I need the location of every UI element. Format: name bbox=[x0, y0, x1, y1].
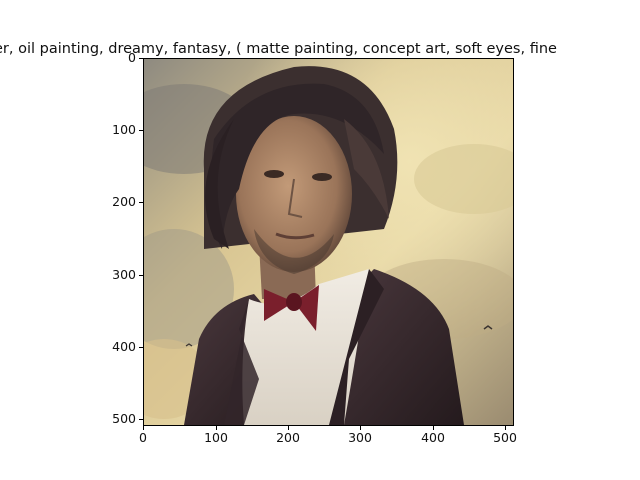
x-tick-100 bbox=[216, 426, 217, 430]
y-tick-label: 500 bbox=[112, 411, 136, 426]
x-tick-500 bbox=[505, 426, 506, 430]
x-tick-200 bbox=[288, 426, 289, 430]
y-tick-label: 100 bbox=[112, 122, 136, 137]
y-tick-label: 200 bbox=[112, 194, 136, 209]
x-tick-label: 200 bbox=[276, 430, 300, 445]
y-tick-label: 400 bbox=[112, 339, 136, 354]
figure-title: er, oil painting, dreamy, fantasy, ( mat… bbox=[0, 41, 557, 57]
y-tick-200 bbox=[139, 202, 143, 203]
portrait-painting bbox=[144, 59, 513, 425]
x-tick-label: 400 bbox=[421, 430, 445, 445]
x-tick-label: 100 bbox=[204, 430, 228, 445]
y-tick-500 bbox=[139, 419, 143, 420]
y-tick-label: 300 bbox=[112, 267, 136, 282]
x-tick-label: 300 bbox=[348, 430, 372, 445]
y-tick-label: 0 bbox=[128, 50, 136, 65]
x-tick-400 bbox=[433, 426, 434, 430]
y-tick-0 bbox=[139, 58, 143, 59]
y-tick-300 bbox=[139, 275, 143, 276]
image-axes bbox=[143, 58, 514, 426]
x-tick-0 bbox=[143, 426, 144, 430]
x-tick-label: 500 bbox=[493, 430, 517, 445]
x-tick-300 bbox=[360, 426, 361, 430]
y-tick-100 bbox=[139, 130, 143, 131]
y-tick-400 bbox=[139, 347, 143, 348]
x-tick-label: 0 bbox=[139, 430, 147, 445]
